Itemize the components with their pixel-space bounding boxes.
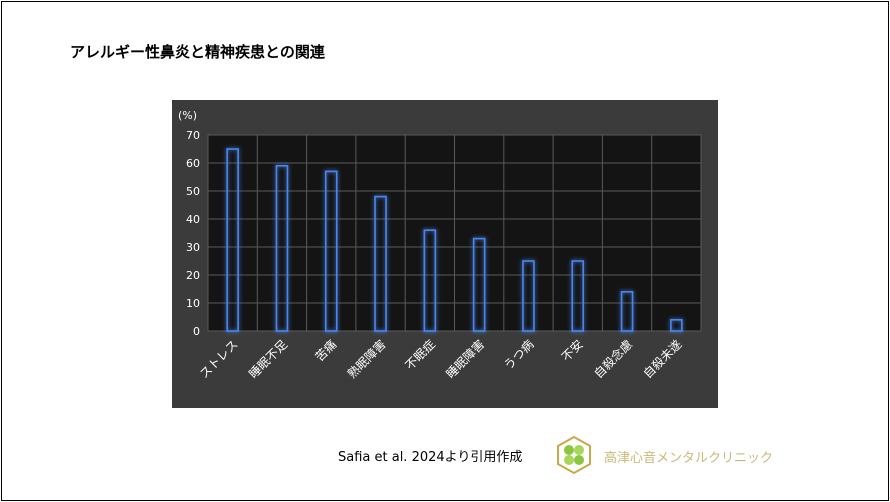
page-title: アレルギー性鼻炎と精神疾患との関連: [70, 43, 325, 61]
clinic-name: 高津心音メンタルクリニック: [604, 451, 774, 466]
x-tick-label: 熟眠障害: [344, 337, 389, 382]
bar: [522, 260, 535, 332]
x-tick-label: 不安: [558, 337, 586, 365]
bar: [670, 319, 683, 332]
y-tick-label: 70: [186, 129, 200, 142]
x-tick-label: 自殺未遂: [641, 337, 685, 381]
x-tick-label: 不眠症: [402, 337, 438, 373]
bar-chart: 0 10 20 30 40 50 60 70 (%) ストレス 睡眠不足 苦痛 熟眠障害 不眠症 睡眠障害う…: [172, 100, 718, 408]
x-tick-label: 睡眠障害: [443, 337, 488, 382]
y-tick-label: 20: [186, 269, 200, 282]
bar: [324, 170, 338, 332]
y-tick-label: 50: [186, 185, 200, 198]
x-tick-label: 自殺念慮: [591, 337, 636, 382]
y-tick-label: 10: [186, 297, 200, 310]
chart-svg: 0 10 20 30 40 50 60 70 (%) ストレス 睡眠不足 苦痛 熟眠障害 不眠症 睡眠障害う…: [178, 109, 702, 382]
x-tick-label: ストレス: [197, 337, 241, 381]
y-tick-label: 0: [193, 325, 200, 338]
clinic-logo-icon: [557, 436, 591, 474]
bar: [226, 148, 239, 332]
bar: [275, 165, 289, 332]
y-unit-label: (%): [178, 109, 197, 122]
bar: [571, 260, 585, 332]
x-tick-label: 睡眠不足: [246, 337, 290, 381]
bar: [620, 291, 634, 332]
y-tick-label: 40: [186, 213, 200, 226]
bar: [423, 229, 437, 332]
x-tick-label: 苦痛: [312, 337, 340, 365]
x-tick-label: うつ病: [500, 337, 536, 373]
y-tick-label: 30: [186, 241, 200, 254]
bar: [472, 237, 486, 332]
citation: Safia et al. 2024より引用作成: [338, 450, 523, 465]
y-tick-label: 60: [186, 157, 200, 170]
bar: [374, 195, 387, 332]
